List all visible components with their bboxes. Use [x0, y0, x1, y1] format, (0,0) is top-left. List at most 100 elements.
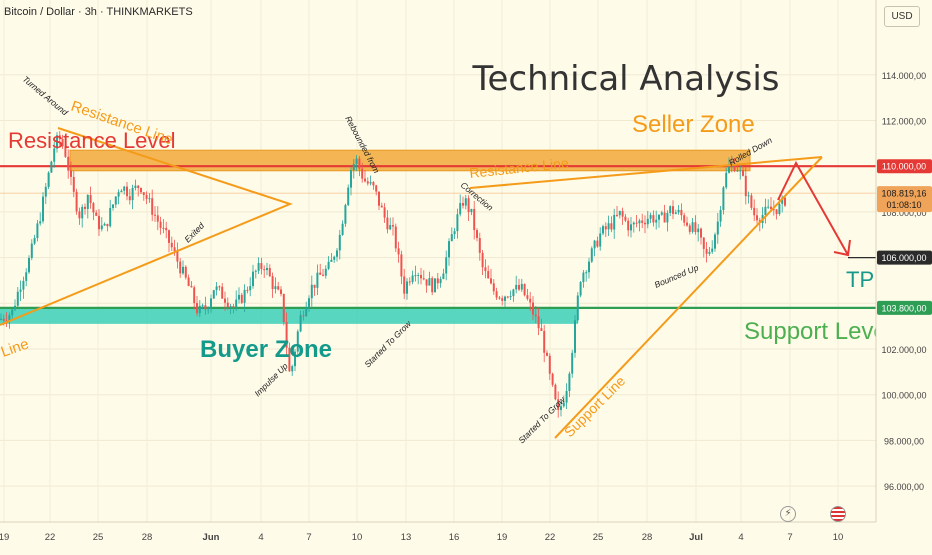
candle-body — [179, 261, 182, 274]
candle-body — [338, 234, 341, 251]
candle-body — [355, 158, 358, 165]
candle-body — [207, 307, 210, 310]
candle-body — [719, 209, 722, 222]
candle-body — [39, 221, 42, 224]
candle-body — [252, 271, 254, 287]
candle-body — [492, 283, 495, 292]
candle-body — [585, 272, 588, 274]
candle-body — [380, 205, 383, 208]
candle-body — [310, 284, 313, 299]
symbol-title: Bitcoin / Dollar · 3h · THINKMARKETS — [4, 6, 193, 18]
candle-body — [778, 203, 781, 214]
candle-body — [431, 278, 434, 293]
candle-body — [716, 221, 719, 235]
x-tick-label: 22 — [45, 532, 56, 543]
candle-body — [616, 214, 618, 216]
candle-body — [246, 289, 249, 291]
candle-body — [302, 315, 305, 317]
candle-body — [224, 298, 226, 303]
x-tick-label: 7 — [787, 532, 792, 543]
x-tick-label: 4 — [738, 532, 743, 543]
candle-body — [742, 170, 744, 176]
candle-body — [25, 272, 28, 281]
x-tick-label: 28 — [642, 532, 653, 543]
candle-body — [733, 163, 736, 171]
candle-body — [257, 263, 260, 271]
y-tick-label: 102.000,00 — [881, 345, 926, 355]
x-tick-label: Jul — [689, 532, 703, 543]
impulse-up-label: Impulse Up — [252, 361, 290, 399]
candle-body — [571, 352, 574, 374]
candle-body — [249, 286, 252, 291]
candle-body — [254, 270, 257, 272]
x-tick-label: 28 — [142, 532, 153, 543]
candle-body — [128, 196, 131, 201]
candle-body — [36, 223, 39, 239]
us-flag-icon[interactable] — [830, 506, 846, 522]
candle-body — [562, 402, 565, 407]
candle-body — [467, 198, 470, 213]
candle-body — [344, 205, 347, 224]
candle-body — [487, 271, 490, 279]
candle-body — [123, 186, 126, 191]
y-tick-label: 112.000,00 — [882, 117, 926, 127]
candle-body — [618, 210, 621, 216]
candle-body — [266, 267, 268, 271]
candle-body — [358, 158, 361, 169]
candle-body — [364, 178, 366, 182]
candle-body — [86, 194, 89, 209]
x-tick-label: 7 — [306, 532, 311, 543]
candle-body — [725, 172, 728, 188]
candle-body — [58, 135, 61, 140]
candle-body — [414, 275, 417, 277]
x-tick-label: 22 — [545, 532, 556, 543]
candle-body — [674, 212, 677, 214]
lightning-icon[interactable]: ⚡ — [780, 506, 796, 522]
price-tag-label: 106.000,00 — [881, 253, 926, 263]
candle-body — [498, 297, 501, 299]
candle-body — [602, 226, 604, 234]
candle-body — [159, 221, 162, 228]
seller-zone-rect — [69, 149, 751, 172]
currency-button[interactable]: USD — [884, 6, 920, 27]
candle-body — [607, 223, 610, 230]
price-tag-resistance — [877, 159, 932, 174]
x-tick-label: 25 — [93, 532, 104, 543]
candle-body — [70, 170, 72, 177]
candle-body — [400, 254, 403, 277]
candle-body — [540, 328, 543, 331]
x-axis-panel[interactable] — [0, 522, 876, 550]
candle-body — [532, 302, 534, 315]
candle-body — [215, 286, 218, 291]
candle-body — [235, 299, 238, 308]
candle-body — [403, 276, 406, 294]
candle-body — [649, 215, 652, 219]
candle-body — [229, 306, 232, 308]
candle-body — [677, 209, 680, 213]
price-tag-label: 108.819,16 — [881, 189, 926, 199]
candle-body — [173, 247, 176, 251]
candle-body — [504, 296, 506, 301]
y-tick-label: 98.000,00 — [884, 436, 924, 446]
candle-body — [103, 223, 106, 226]
candle-body — [369, 182, 372, 184]
price-tag-label: 103.800,00 — [881, 303, 926, 313]
candle-body — [327, 261, 330, 269]
candle-body — [537, 316, 540, 329]
candle-body — [764, 206, 767, 215]
candle-body — [450, 234, 453, 242]
candle-body — [691, 222, 694, 232]
bounced-up-label: Bounced Up — [653, 262, 700, 290]
levels-layer — [0, 165, 876, 309]
candle-body — [210, 298, 212, 308]
candle-body — [84, 206, 86, 209]
candle-body — [145, 194, 148, 199]
candle-body — [635, 222, 638, 224]
candle-body — [8, 315, 11, 322]
y-tick-label: 108.000,00 — [881, 208, 926, 218]
x-tick-label: 16 — [449, 532, 460, 543]
y-axis-panel[interactable] — [876, 0, 932, 550]
candle-body — [512, 289, 515, 297]
